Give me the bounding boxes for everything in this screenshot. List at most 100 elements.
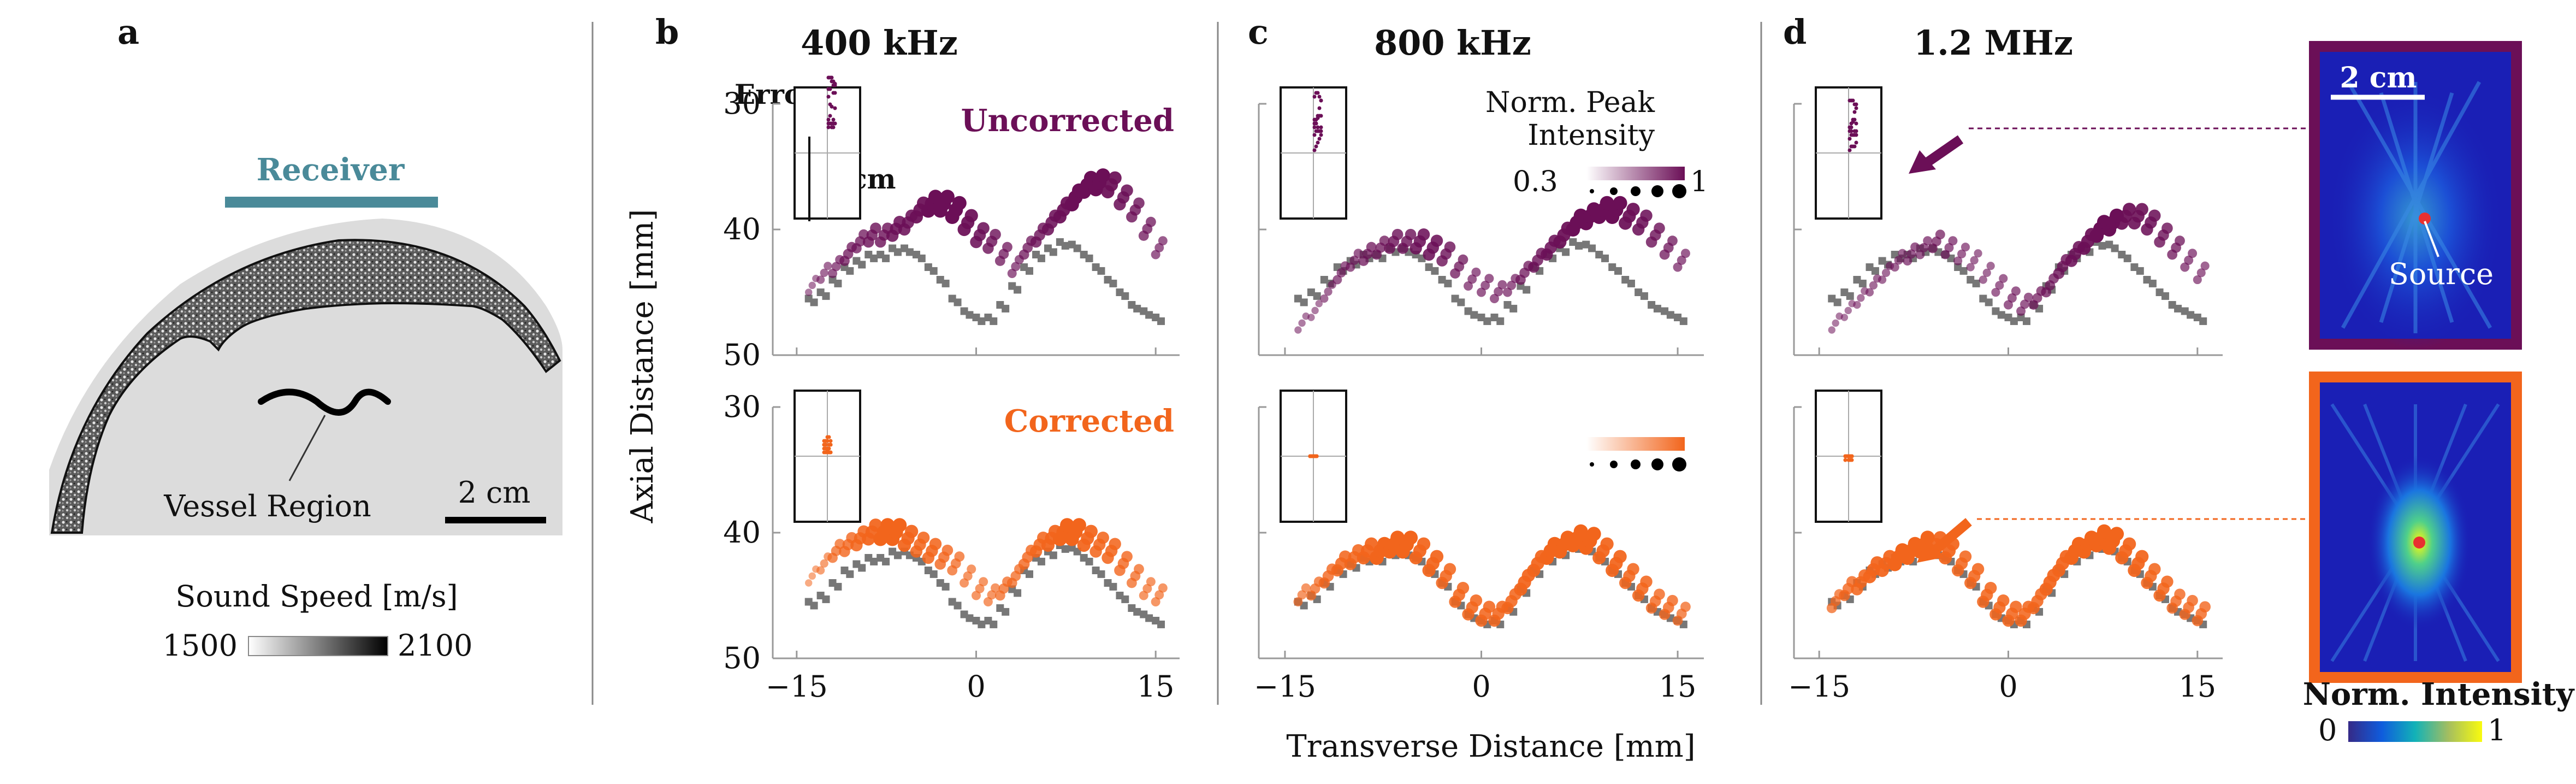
corrected-label: Corrected xyxy=(1004,403,1174,439)
reference-point xyxy=(1582,240,1590,249)
error-point xyxy=(1316,140,1320,145)
legend-dot-1 xyxy=(1590,189,1594,193)
data-point xyxy=(991,583,1000,593)
data-point xyxy=(892,518,907,533)
data-point xyxy=(1134,564,1144,575)
legend-title-1: Norm. Peak xyxy=(1485,86,1655,119)
reference-point xyxy=(1451,294,1459,303)
data-point xyxy=(2187,594,2198,606)
reference-point xyxy=(1121,595,1129,603)
data-point xyxy=(941,544,954,556)
plot-corrected-4: −15 0 15 xyxy=(1254,390,1704,704)
data-point xyxy=(1613,550,1627,563)
data-point xyxy=(1444,241,1456,253)
data-point xyxy=(1353,249,1363,258)
data-point xyxy=(1142,583,1152,593)
data-point xyxy=(1984,582,1997,594)
error-point xyxy=(1317,106,1322,110)
reference-point xyxy=(846,570,854,578)
data-point xyxy=(1095,168,1110,183)
data-point xyxy=(1293,597,1303,606)
error-point xyxy=(1849,125,1853,129)
panel-label-b: b xyxy=(655,12,679,52)
data-point xyxy=(1961,243,1970,252)
reference-point xyxy=(1037,557,1045,565)
data-point xyxy=(1121,551,1133,562)
panel-label-d: d xyxy=(1783,12,1807,52)
data-point xyxy=(2175,235,2185,246)
reference-point xyxy=(1679,317,1687,325)
reference-point xyxy=(1002,608,1010,616)
reference-point xyxy=(1097,267,1105,275)
reference-point xyxy=(1477,314,1485,321)
receiver-bar xyxy=(225,197,438,208)
reference-point xyxy=(2022,317,2030,325)
x-tick-label: 15 xyxy=(1659,669,1697,704)
data-point xyxy=(940,190,955,204)
source-dot-corrected xyxy=(2413,537,2425,549)
data-point xyxy=(1430,550,1444,563)
data-point xyxy=(1484,274,1494,284)
data-point xyxy=(1677,255,1686,265)
reference-point xyxy=(2098,241,2106,250)
reference-point xyxy=(966,614,974,622)
data-point xyxy=(1346,262,1355,272)
reference-point xyxy=(1049,248,1057,256)
y-tick-label: 40 xyxy=(723,515,761,550)
reference-point xyxy=(1109,582,1117,591)
data-point xyxy=(1139,591,1148,600)
source-dot xyxy=(2419,213,2431,225)
field-inset-uncorrected: Source 2 cm xyxy=(2309,41,2522,350)
data-point xyxy=(1108,171,1122,185)
reference-point xyxy=(822,595,830,603)
reference-point xyxy=(1490,314,1499,321)
data-point xyxy=(1959,550,1972,563)
error-point xyxy=(1847,137,1852,141)
data-point xyxy=(1158,583,1168,593)
data-point xyxy=(828,269,838,278)
x-tick-label: 0 xyxy=(1472,669,1490,704)
reference-point xyxy=(2148,279,2157,287)
reference-point xyxy=(1858,279,1867,287)
data-point xyxy=(1097,532,1109,544)
freq-title-1200: 1.2 MHz xyxy=(1914,23,2073,63)
error-point xyxy=(1852,110,1857,114)
reference-point xyxy=(1614,267,1622,275)
reference-point xyxy=(1666,311,1674,319)
error-point xyxy=(825,439,830,443)
ylabel: Axial Distance [mm] xyxy=(625,209,660,524)
reference-point xyxy=(1588,244,1596,252)
error-point xyxy=(1316,116,1320,120)
data-point xyxy=(1405,228,1417,240)
reference-point xyxy=(978,317,986,325)
data-point xyxy=(831,262,841,272)
data-point xyxy=(1640,575,1653,588)
data-point xyxy=(1953,256,1963,266)
reference-point xyxy=(1313,292,1321,300)
data-point xyxy=(1151,250,1160,260)
reference-point xyxy=(1496,317,1505,325)
error-point xyxy=(1319,129,1323,133)
data-point xyxy=(2188,249,2198,258)
data-point xyxy=(1995,281,2004,290)
data-point xyxy=(1481,280,1490,290)
data-point xyxy=(1970,256,1979,264)
data-point xyxy=(1471,267,1481,277)
error-point xyxy=(1852,102,1857,107)
reference-point xyxy=(1085,254,1093,262)
data-point xyxy=(1881,268,1891,277)
legend-dot-4 xyxy=(1651,185,1663,197)
data-point xyxy=(1906,249,1916,259)
data-point xyxy=(1470,594,1483,607)
data-point xyxy=(1154,243,1164,252)
error-point xyxy=(1850,458,1854,462)
reference-point xyxy=(1483,317,1491,325)
reference-point xyxy=(917,254,926,262)
reference-point xyxy=(1431,267,1439,275)
reference-point xyxy=(1157,620,1165,628)
data-point xyxy=(2123,537,2136,551)
data-point xyxy=(1673,262,1683,272)
x-tick-label: −15 xyxy=(766,669,828,704)
inset-scale-label: 2 cm xyxy=(2340,61,2417,95)
data-point xyxy=(1307,314,1315,321)
